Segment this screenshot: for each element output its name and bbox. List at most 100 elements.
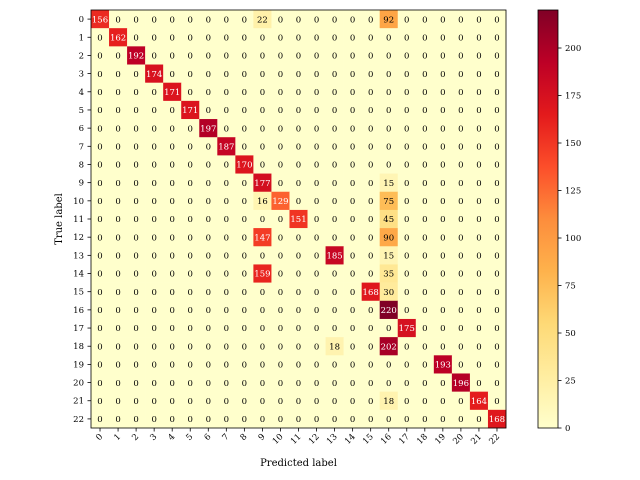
cell-value-label: 0 bbox=[224, 52, 229, 62]
heatmap-cell bbox=[199, 409, 218, 429]
cell-value-label: 0 bbox=[206, 288, 211, 298]
cell-value-label: 0 bbox=[151, 179, 156, 189]
heatmap-cell bbox=[91, 64, 110, 83]
cell-value-label: 0 bbox=[133, 33, 138, 43]
heatmap-cell bbox=[487, 391, 507, 411]
heatmap-cell bbox=[271, 318, 290, 338]
cell-value-label: 0 bbox=[314, 306, 319, 316]
cell-value-label: 0 bbox=[404, 33, 409, 43]
heatmap-cell bbox=[289, 82, 308, 102]
cell-value-label: 0 bbox=[278, 161, 283, 171]
heatmap-cell bbox=[325, 119, 344, 138]
heatmap-cell bbox=[145, 228, 164, 247]
cell-value-label: 0 bbox=[350, 379, 355, 389]
heatmap-cell bbox=[253, 137, 272, 156]
colorbar-tick-label: 0 bbox=[565, 424, 570, 434]
cell-value-label: 0 bbox=[242, 306, 247, 316]
cell-value-label: 0 bbox=[188, 306, 193, 316]
heatmap-cell bbox=[325, 409, 344, 429]
x-tick-label: 22 bbox=[487, 432, 502, 447]
cell-value-label: 0 bbox=[476, 52, 481, 62]
heatmap-cell bbox=[181, 373, 200, 392]
cell-value-label: 0 bbox=[332, 415, 337, 425]
cell-value-label: 0 bbox=[422, 179, 427, 189]
cell-value-label: 15 bbox=[383, 179, 394, 189]
cell-value-label: 0 bbox=[151, 270, 156, 280]
cell-value-label: 0 bbox=[494, 124, 499, 134]
cell-value-label: 18 bbox=[383, 397, 394, 407]
cell-value-label: 0 bbox=[458, 33, 463, 43]
cell-value-label: 0 bbox=[206, 33, 211, 43]
cell-value-label: 0 bbox=[115, 124, 120, 134]
heatmap-cell bbox=[343, 264, 362, 283]
heatmap-cell bbox=[163, 391, 182, 411]
heatmap-cell bbox=[379, 64, 399, 83]
heatmap-cell bbox=[199, 264, 218, 283]
heatmap-cell bbox=[361, 46, 380, 65]
cell-value-label: 0 bbox=[404, 161, 409, 171]
cell-value-label: 0 bbox=[224, 361, 229, 371]
heatmap-cell bbox=[217, 246, 236, 265]
cell-value-label: 0 bbox=[206, 88, 211, 98]
cell-value-label: 0 bbox=[206, 306, 211, 316]
x-tick-label: 20 bbox=[451, 432, 466, 447]
cell-value-label: 0 bbox=[115, 397, 120, 407]
x-tick-label: 1 bbox=[112, 432, 123, 443]
y-tick-label: 18 bbox=[73, 342, 84, 352]
cell-value-label: 0 bbox=[206, 379, 211, 389]
cell-value-label: 0 bbox=[296, 342, 301, 352]
heatmap-cell bbox=[217, 391, 236, 411]
cell-value-label: 0 bbox=[458, 270, 463, 280]
heatmap-cell bbox=[253, 173, 272, 193]
heatmap-cell bbox=[325, 137, 344, 156]
cell-value-label: 0 bbox=[332, 70, 337, 80]
heatmap-cell bbox=[361, 373, 380, 392]
heatmap-cell bbox=[235, 28, 254, 47]
cell-value-label: 0 bbox=[350, 342, 355, 352]
cell-value-label: 0 bbox=[368, 143, 373, 153]
heatmap-cell bbox=[487, 209, 507, 229]
heatmap-cell bbox=[433, 373, 453, 392]
heatmap-cell bbox=[271, 300, 290, 320]
cell-value-label: 0 bbox=[151, 197, 156, 207]
heatmap-cell bbox=[361, 337, 380, 356]
cell-value-label: 0 bbox=[224, 124, 229, 134]
cell-value-label: 0 bbox=[296, 70, 301, 80]
cell-value-label: 0 bbox=[278, 415, 283, 425]
heatmap-cell bbox=[127, 246, 146, 265]
cell-value-label: 0 bbox=[476, 106, 481, 116]
y-tick-label: 17 bbox=[73, 324, 84, 334]
cell-value-label: 0 bbox=[476, 70, 481, 80]
cell-value-label: 0 bbox=[151, 379, 156, 389]
y-tick-label: 15 bbox=[73, 288, 84, 298]
heatmap-cell bbox=[235, 246, 254, 265]
cell-value-label: 0 bbox=[188, 197, 193, 207]
heatmap-cell bbox=[307, 28, 326, 47]
heatmap-cell bbox=[289, 409, 308, 429]
cell-value-label: 0 bbox=[476, 342, 481, 352]
y-tick-label: 6 bbox=[79, 124, 84, 134]
heatmap-cell bbox=[415, 409, 435, 429]
cell-value-label: 0 bbox=[314, 252, 319, 262]
cell-value-label: 0 bbox=[169, 324, 174, 334]
cell-value-label: 0 bbox=[440, 415, 445, 425]
cell-value-label: 0 bbox=[440, 215, 445, 225]
cell-value-label: 0 bbox=[97, 361, 102, 371]
y-tick-label: 9 bbox=[79, 179, 84, 189]
cell-value-label: 0 bbox=[188, 179, 193, 189]
heatmap-cell bbox=[307, 137, 326, 156]
cell-value-label: 0 bbox=[494, 342, 499, 352]
x-tick-label: 21 bbox=[469, 432, 484, 447]
x-tick-label: 14 bbox=[343, 432, 358, 447]
heatmap-cell bbox=[91, 409, 110, 429]
cell-value-label: 0 bbox=[296, 88, 301, 98]
cell-value-label: 0 bbox=[188, 233, 193, 243]
heatmap-cell bbox=[415, 191, 435, 211]
heatmap-cell bbox=[289, 46, 308, 65]
heatmap-cell bbox=[217, 409, 236, 429]
cell-value-label: 0 bbox=[242, 215, 247, 225]
cell-value-label: 0 bbox=[458, 342, 463, 352]
heatmap-cell bbox=[415, 391, 435, 411]
cell-value-label: 0 bbox=[314, 88, 319, 98]
cell-value-label: 0 bbox=[224, 379, 229, 389]
